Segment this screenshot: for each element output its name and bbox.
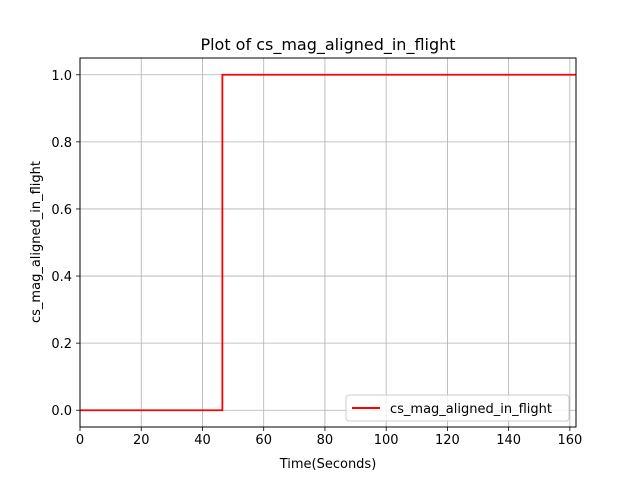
- x-tick-label: 100: [374, 433, 399, 448]
- x-tick-label: 20: [133, 433, 150, 448]
- y-tick-label: 1.0: [51, 69, 72, 84]
- legend-box: [345, 394, 570, 422]
- x-tick-label: 80: [317, 433, 334, 448]
- x-tick-label: 160: [557, 433, 582, 448]
- x-tick-label: 40: [194, 433, 211, 448]
- series-layer: [80, 73, 576, 412]
- x-tick-label: 120: [435, 433, 460, 448]
- y-tick-label: 0.0: [51, 404, 72, 419]
- legend-entry-label: cs_mag_aligned_in_flight: [390, 402, 552, 417]
- chart-title: Plot of cs_mag_aligned_in_flight: [200, 35, 455, 55]
- axes-frame: [79, 57, 577, 428]
- series-line-0: [80, 73, 576, 412]
- y-axis-ticks: 0.0 0.2 0.4 0.6 0.8 1.0: [51, 69, 80, 419]
- y-tick-label: 0.4: [51, 270, 72, 285]
- y-tick-label: 0.6: [51, 203, 72, 218]
- x-tick-label: 0: [76, 433, 84, 448]
- x-axis-ticks: 0 20 40 60 80 100 120 140 160: [76, 427, 582, 448]
- x-tick-label: 140: [496, 433, 521, 448]
- y-axis-label: cs_mag_aligned_in_flight: [29, 161, 44, 323]
- x-tick-label: 60: [255, 433, 272, 448]
- y-tick-label: 0.2: [51, 337, 72, 352]
- x-axis-label: Time(Seconds): [279, 457, 377, 472]
- legend: cs_mag_aligned_in_flight: [345, 394, 570, 422]
- y-tick-label: 0.8: [51, 136, 72, 151]
